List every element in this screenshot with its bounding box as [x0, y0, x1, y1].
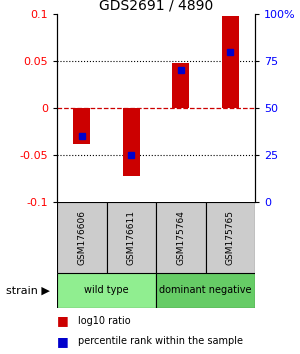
Bar [106, 202, 156, 273]
Bar [57, 202, 106, 273]
Bar [156, 273, 255, 308]
Text: ■: ■ [57, 314, 69, 327]
Bar [57, 273, 156, 308]
Text: GSM176611: GSM176611 [127, 210, 136, 265]
Bar [123, 108, 140, 176]
Bar [156, 202, 206, 273]
Text: ■: ■ [57, 335, 69, 348]
Bar [222, 16, 239, 108]
Bar [73, 108, 90, 144]
Text: GSM175765: GSM175765 [226, 210, 235, 265]
Text: GSM175764: GSM175764 [176, 210, 185, 265]
Text: log10 ratio: log10 ratio [78, 316, 130, 326]
Title: GDS2691 / 4890: GDS2691 / 4890 [99, 0, 213, 13]
Text: percentile rank within the sample: percentile rank within the sample [78, 336, 243, 346]
Text: wild type: wild type [84, 285, 129, 295]
Text: GSM176606: GSM176606 [77, 210, 86, 265]
Bar [206, 202, 255, 273]
Text: strain ▶: strain ▶ [6, 285, 50, 295]
Bar [172, 63, 189, 108]
Text: dominant negative: dominant negative [159, 285, 252, 295]
